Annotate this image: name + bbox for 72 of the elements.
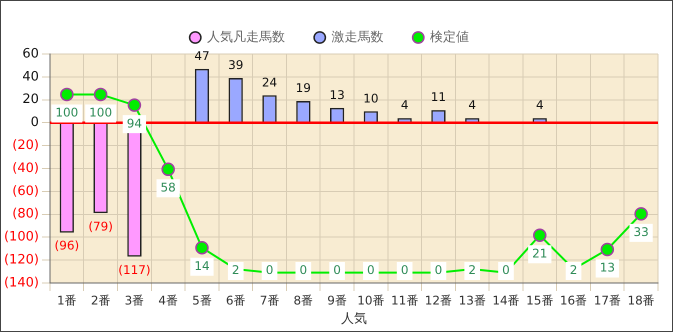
- data-label: 2: [570, 263, 578, 278]
- y-tick-label: 0: [30, 115, 39, 130]
- x-tick-label: 3番: [124, 293, 144, 308]
- data-label: 11: [430, 90, 446, 104]
- data-label: 2: [468, 263, 476, 278]
- data-label: (79): [88, 219, 113, 234]
- x-tick-label: 4番: [158, 293, 178, 308]
- data-label: 4: [400, 98, 408, 112]
- point: [600, 242, 614, 256]
- y-tick-label: 20: [22, 92, 39, 108]
- x-tick-label: 6番: [226, 293, 246, 308]
- legend-label: 人気凡走馬数: [206, 30, 285, 45]
- data-label: 24: [262, 75, 278, 90]
- point: [195, 240, 209, 254]
- legend-label: 激走馬数: [331, 30, 384, 45]
- x-tick-label: 10番: [357, 293, 385, 308]
- data-label: 47: [194, 49, 210, 64]
- data-label: 0: [266, 263, 274, 278]
- data-label: 100: [89, 106, 112, 120]
- x-tick-label: 5番: [192, 293, 212, 308]
- data-label: 2: [232, 263, 240, 278]
- data-label: 4: [536, 98, 544, 112]
- data-label: 14: [194, 258, 210, 273]
- data-label: 100: [55, 106, 78, 120]
- data-label: 10: [363, 91, 379, 106]
- y-tick-label: 60: [22, 46, 39, 62]
- x-tick-label: 11番: [391, 293, 418, 308]
- x-tick-label: 18番: [627, 293, 655, 308]
- data-label: 0: [333, 263, 341, 278]
- y-tick-label: 40: [22, 69, 39, 84]
- point: [128, 98, 142, 112]
- x-axis-title: 人気: [340, 312, 367, 327]
- y-tick-label: (20): [12, 138, 39, 153]
- data-label: (117): [118, 262, 151, 277]
- x-tick-label: 15番: [526, 293, 554, 308]
- x-tick-label: 13番: [458, 293, 486, 308]
- data-label: 0: [367, 263, 375, 278]
- x-tick-label: 9番: [327, 293, 347, 308]
- data-label: 19: [296, 81, 311, 96]
- data-label: 0: [400, 263, 408, 278]
- data-label: 0: [502, 263, 510, 278]
- point: [634, 207, 648, 221]
- data-label: 0: [434, 263, 442, 278]
- data-label: 21: [532, 246, 548, 260]
- point: [60, 88, 74, 102]
- data-label: 33: [633, 224, 649, 239]
- data-label: 0: [299, 263, 308, 278]
- x-tick-label: 2番: [90, 293, 110, 308]
- y-tick-label: (100): [4, 230, 39, 245]
- data-label: 13: [600, 260, 615, 275]
- x-tick-label: 17番: [594, 293, 621, 308]
- y-tick-label: (40): [12, 160, 39, 176]
- y-tick-label: (120): [4, 252, 39, 268]
- data-label: 39: [228, 58, 244, 72]
- data-label: 58: [160, 180, 176, 194]
- data-label: (96): [54, 238, 80, 253]
- x-tick-label: 8番: [293, 293, 314, 308]
- point: [533, 228, 547, 242]
- point: [161, 162, 175, 176]
- data-label: 4: [468, 98, 476, 112]
- y-tick-label: (80): [12, 206, 39, 222]
- y-tick-label: (140): [4, 275, 39, 290]
- x-tick-label: 7番: [260, 293, 280, 308]
- legend-label: 検定値: [430, 30, 469, 45]
- y-tick-label: (60): [12, 184, 39, 199]
- x-tick-label: 1番: [57, 293, 77, 308]
- point: [94, 88, 108, 102]
- data-label: 13: [329, 88, 345, 102]
- x-tick-label: 12番: [424, 293, 452, 308]
- x-tick-label: 14番: [492, 293, 520, 308]
- x-tick-label: 16番: [560, 293, 588, 308]
- data-label: 94: [126, 116, 142, 130]
